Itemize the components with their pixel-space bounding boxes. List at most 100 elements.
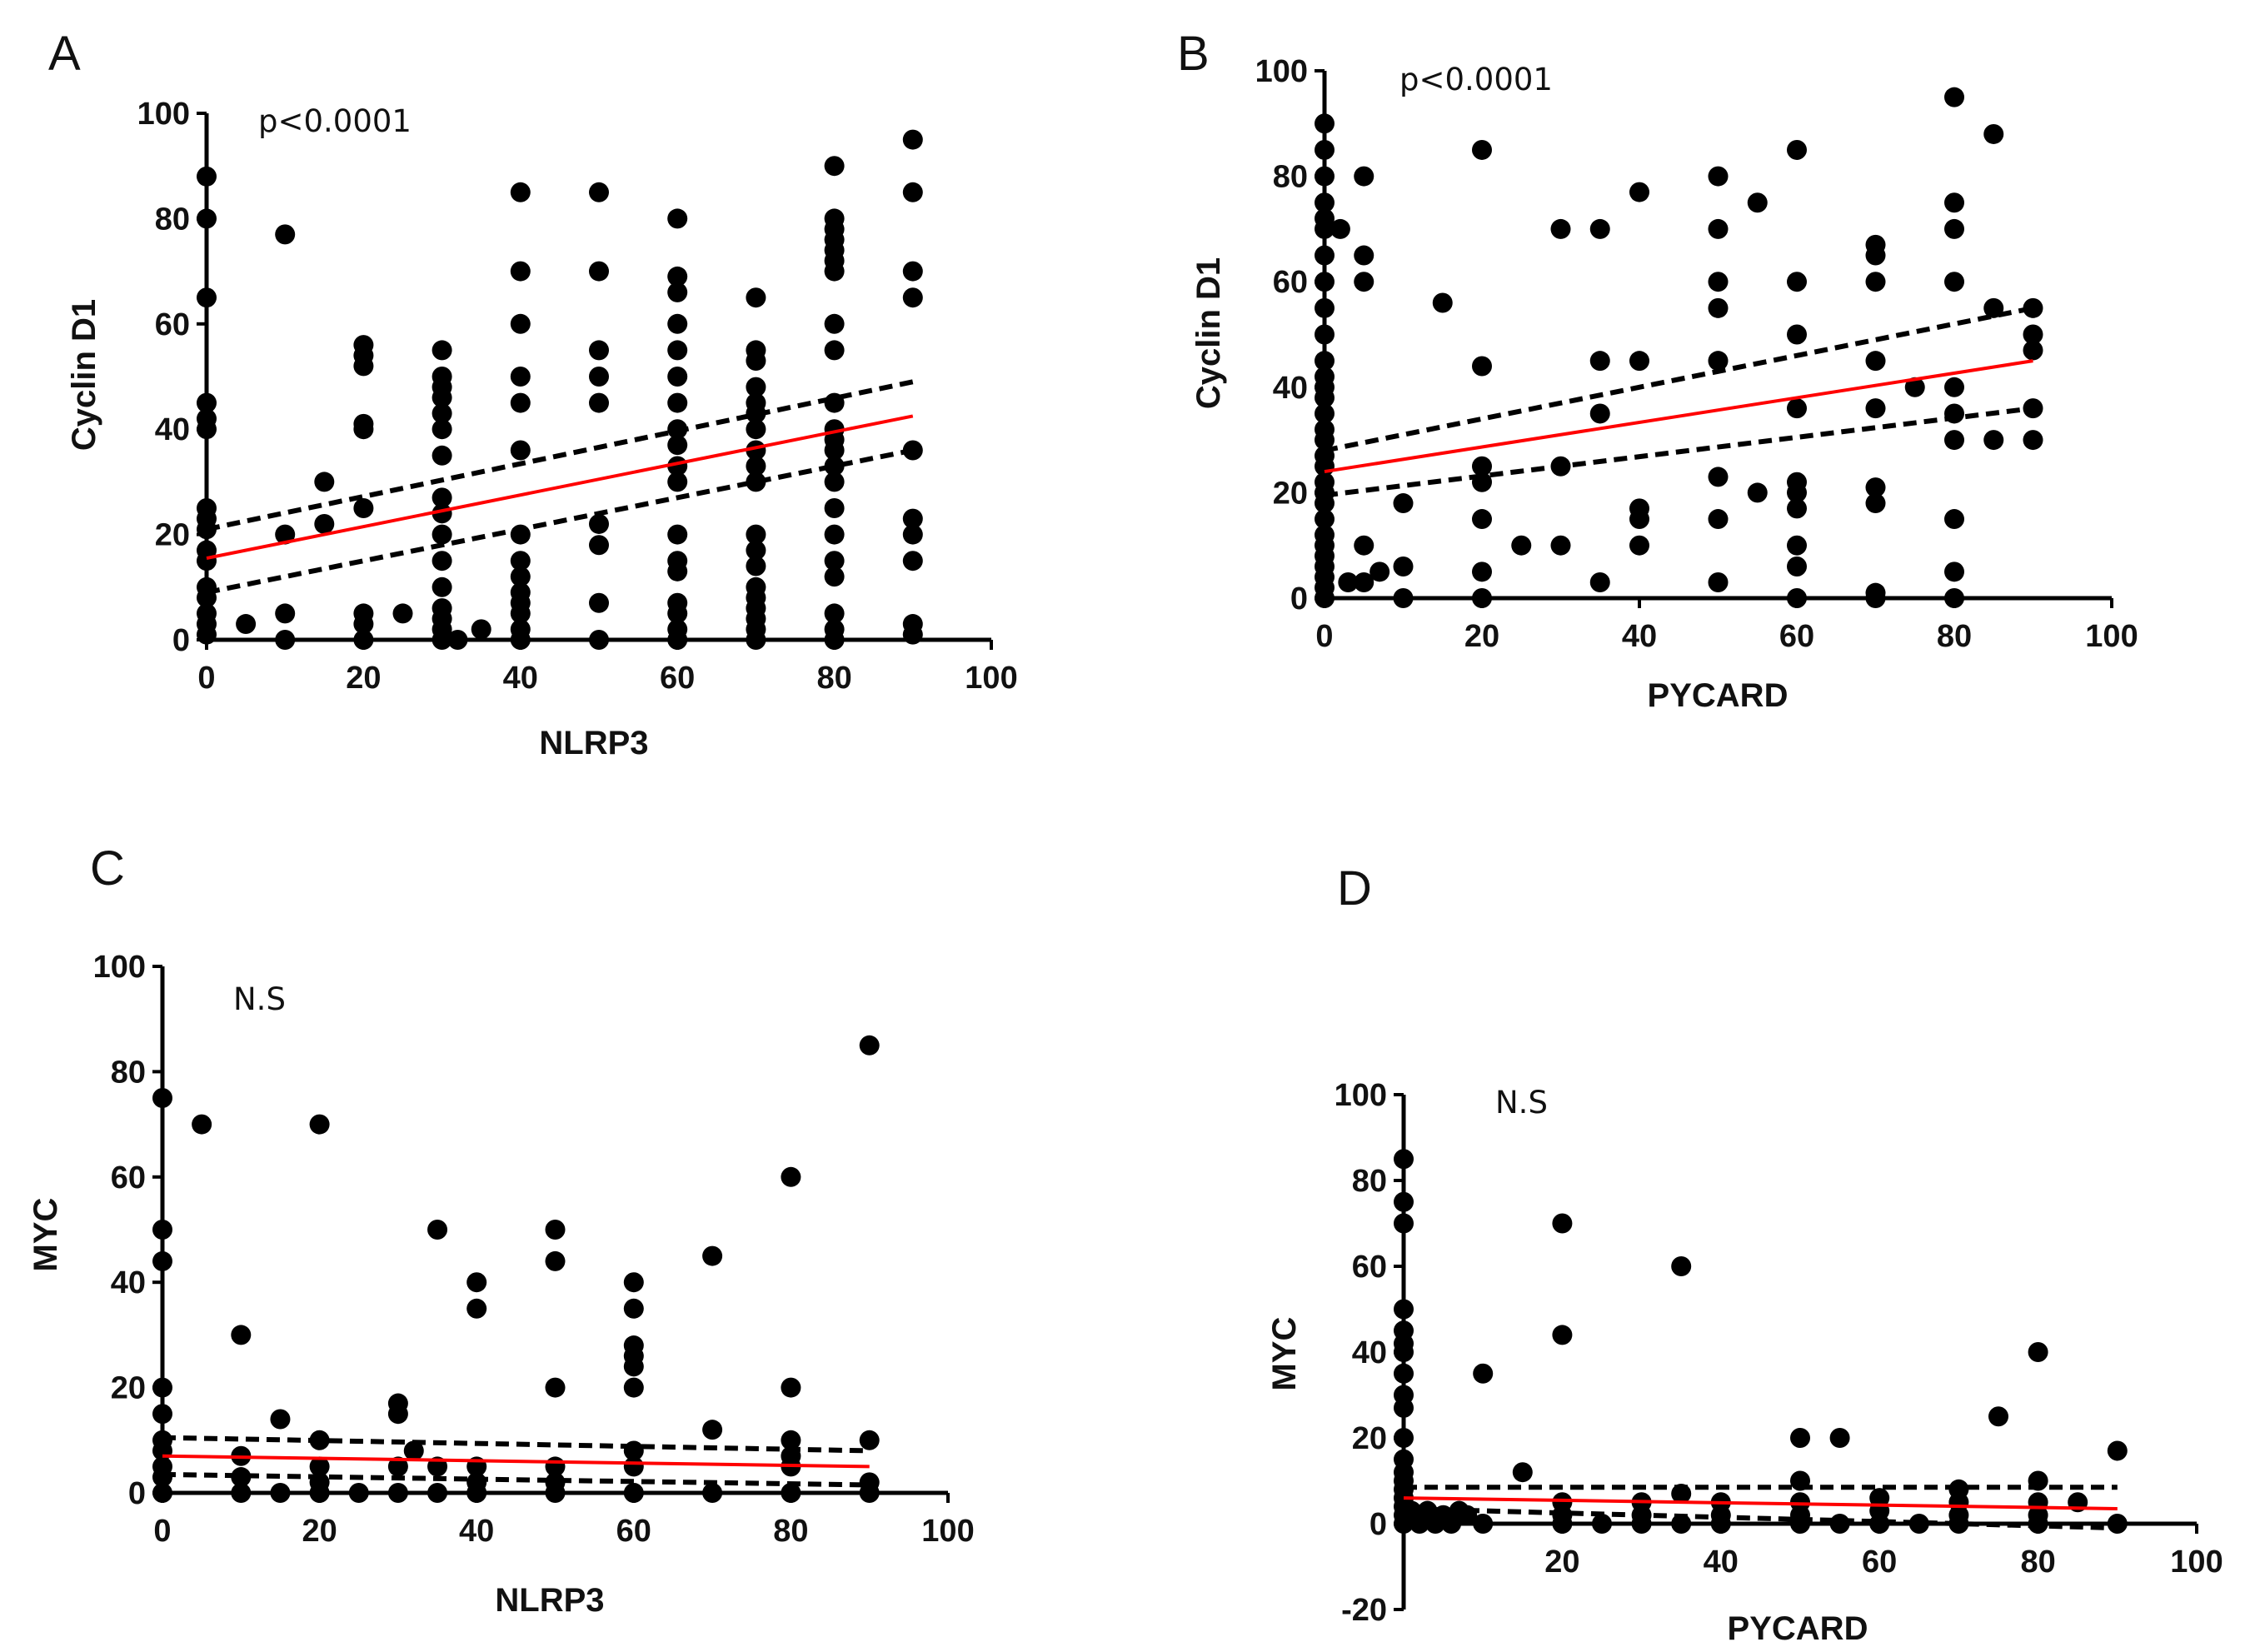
data-point	[314, 472, 335, 492]
data-point	[1865, 351, 1886, 372]
data-point	[432, 551, 452, 571]
data-point	[824, 603, 845, 624]
data-point	[702, 1483, 723, 1503]
data-point	[275, 224, 296, 245]
data-point	[432, 419, 452, 440]
data-point	[824, 524, 845, 545]
data-point	[1589, 218, 1610, 239]
data-point	[781, 1483, 801, 1503]
data-point	[1394, 1213, 1414, 1234]
data-point	[667, 561, 688, 581]
data-point	[824, 261, 845, 282]
data-point	[1787, 498, 1807, 519]
data-point	[231, 1483, 252, 1503]
data-point	[667, 340, 688, 361]
data-point	[197, 419, 217, 440]
data-point	[197, 624, 217, 645]
x-tick-label: 40	[459, 1514, 494, 1549]
data-point	[1472, 509, 1492, 530]
data-point	[1865, 398, 1886, 419]
data-point	[824, 551, 845, 571]
data-point	[1790, 1428, 1810, 1448]
data-point	[667, 472, 688, 492]
data-point	[781, 1166, 801, 1187]
x-tick-label: 20	[302, 1514, 337, 1549]
data-point	[1512, 1462, 1533, 1483]
data-point	[746, 377, 766, 397]
data-point	[309, 1483, 330, 1503]
data-point	[1394, 1363, 1414, 1384]
data-point	[746, 287, 766, 308]
ci-upper-line	[162, 1435, 870, 1454]
data-point	[859, 1483, 880, 1503]
data-point	[623, 1356, 644, 1377]
data-point	[2107, 1440, 2128, 1461]
data-point	[1948, 1514, 1969, 1534]
data-point	[353, 356, 374, 377]
data-point	[1338, 572, 1359, 593]
data-point	[1629, 182, 1649, 202]
data-point	[471, 619, 491, 640]
regression-line	[1324, 359, 2033, 474]
data-point	[309, 1456, 330, 1477]
data-point	[197, 392, 217, 413]
data-point	[152, 1377, 172, 1398]
data-point	[902, 524, 923, 545]
x-tick-label: 0	[197, 661, 215, 696]
x-tick-label: 60	[616, 1514, 651, 1549]
y-tick-label: 0	[172, 623, 190, 658]
data-point	[152, 1404, 172, 1425]
data-point	[275, 524, 296, 545]
data-point	[2028, 1342, 2048, 1362]
data-point	[1787, 139, 1807, 160]
y-tick-label: 100	[1255, 54, 1308, 89]
data-point	[387, 1483, 408, 1503]
data-point	[197, 287, 217, 308]
data-point	[432, 630, 452, 650]
data-point	[545, 1250, 566, 1271]
data-point	[1393, 493, 1414, 514]
x-tick-label: 80	[1937, 619, 1972, 654]
data-point	[1787, 482, 1807, 503]
data-point	[1865, 493, 1886, 514]
data-point	[2023, 430, 2043, 451]
y-tick-label: 60	[1352, 1250, 1387, 1285]
data-point	[1354, 572, 1374, 593]
data-point	[1708, 218, 1729, 239]
x-tick-label: 0	[153, 1514, 171, 1549]
data-point	[1944, 561, 1964, 582]
panel-label: A	[48, 27, 81, 81]
data-point	[781, 1377, 801, 1398]
data-point	[1904, 377, 1925, 397]
data-point	[1315, 218, 1335, 239]
data-point	[623, 1483, 644, 1503]
y-tick-label: 0	[1290, 581, 1308, 616]
data-point	[1315, 324, 1335, 345]
data-point	[1315, 192, 1335, 213]
data-point	[1787, 556, 1807, 577]
data-point	[1708, 509, 1729, 530]
data-point	[192, 1114, 212, 1135]
data-point	[1708, 272, 1729, 292]
data-point	[545, 1377, 566, 1398]
data-point	[824, 156, 845, 177]
data-point	[1394, 1428, 1414, 1448]
data-point	[1472, 139, 1492, 160]
x-tick-label: 100	[921, 1514, 974, 1549]
data-point	[432, 487, 452, 508]
data-point	[1473, 1363, 1494, 1384]
data-point	[545, 1483, 566, 1503]
y-tick-label: 0	[128, 1476, 146, 1511]
x-tick-label: 20	[1544, 1545, 1579, 1580]
data-point	[589, 367, 609, 387]
data-point	[1869, 1514, 1890, 1534]
data-point	[667, 603, 688, 624]
data-point	[1589, 572, 1610, 593]
data-point	[348, 1483, 369, 1503]
ci-lower-line	[162, 1471, 870, 1488]
data-point	[510, 603, 531, 624]
data-point	[1315, 113, 1335, 134]
y-tick-label: 60	[111, 1160, 146, 1195]
data-point	[746, 556, 766, 576]
